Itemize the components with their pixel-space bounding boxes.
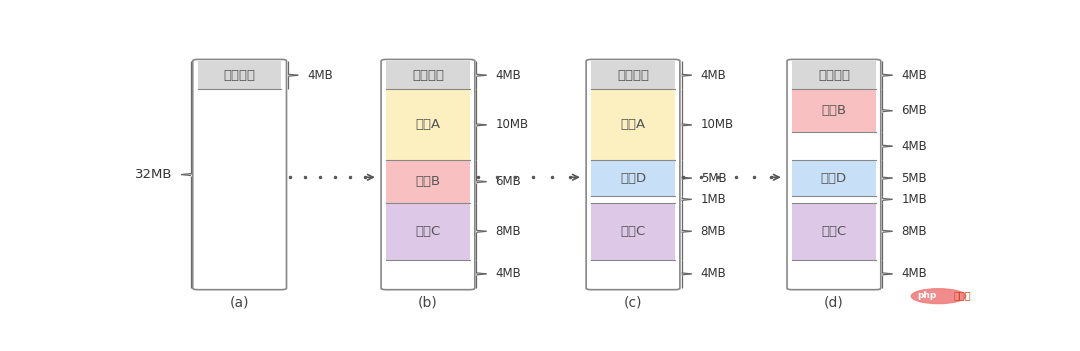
- Text: 进程C: 进程C: [416, 225, 441, 238]
- Bar: [387, 160, 470, 203]
- Text: 进程A: 进程A: [620, 118, 646, 131]
- Text: 4MB: 4MB: [496, 267, 522, 280]
- Bar: [591, 203, 675, 260]
- Text: 8MB: 8MB: [496, 225, 522, 238]
- Bar: [792, 90, 876, 132]
- Bar: [792, 203, 876, 260]
- Bar: [387, 203, 470, 260]
- Text: 进程A: 进程A: [416, 118, 441, 131]
- Bar: [792, 61, 876, 90]
- Text: 32MB: 32MB: [135, 168, 172, 181]
- Bar: [387, 61, 470, 90]
- Text: 1MB: 1MB: [902, 193, 928, 206]
- Text: 进程C: 进程C: [821, 225, 847, 238]
- Text: (d): (d): [824, 296, 843, 310]
- Text: 1MB: 1MB: [701, 193, 727, 206]
- Text: 4MB: 4MB: [902, 267, 928, 280]
- Text: 6MB: 6MB: [496, 175, 522, 188]
- Text: 4MB: 4MB: [902, 69, 928, 82]
- Text: 操作系统: 操作系统: [818, 69, 850, 82]
- Bar: [591, 61, 675, 90]
- Text: 4MB: 4MB: [701, 267, 727, 280]
- Bar: [198, 61, 282, 90]
- Text: 操作系统: 操作系统: [411, 69, 444, 82]
- Text: 8MB: 8MB: [701, 225, 726, 238]
- Text: 4MB: 4MB: [307, 69, 333, 82]
- Text: 操作系统: 操作系统: [617, 69, 649, 82]
- Text: php: php: [917, 291, 936, 300]
- Text: 进程D: 进程D: [821, 172, 847, 185]
- Text: 10MB: 10MB: [701, 118, 733, 131]
- Text: 操作系统: 操作系统: [224, 69, 256, 82]
- Text: (c): (c): [624, 296, 643, 310]
- Bar: [591, 160, 675, 196]
- Text: 中文网: 中文网: [954, 291, 971, 301]
- Text: 进程C: 进程C: [620, 225, 646, 238]
- Bar: [792, 160, 876, 196]
- Bar: [387, 90, 470, 160]
- Text: 6MB: 6MB: [902, 104, 928, 117]
- Text: 8MB: 8MB: [902, 225, 927, 238]
- Text: 进程D: 进程D: [620, 172, 646, 185]
- Bar: [591, 90, 675, 160]
- Text: 10MB: 10MB: [496, 118, 529, 131]
- Text: (a): (a): [230, 296, 249, 310]
- Text: 进程B: 进程B: [821, 104, 847, 117]
- Text: (b): (b): [418, 296, 437, 310]
- Text: 4MB: 4MB: [902, 140, 928, 153]
- Text: 进程B: 进程B: [416, 175, 441, 188]
- Text: 4MB: 4MB: [701, 69, 727, 82]
- Text: 5MB: 5MB: [701, 172, 726, 185]
- Text: 5MB: 5MB: [902, 172, 927, 185]
- Ellipse shape: [912, 289, 966, 304]
- Text: 4MB: 4MB: [496, 69, 522, 82]
